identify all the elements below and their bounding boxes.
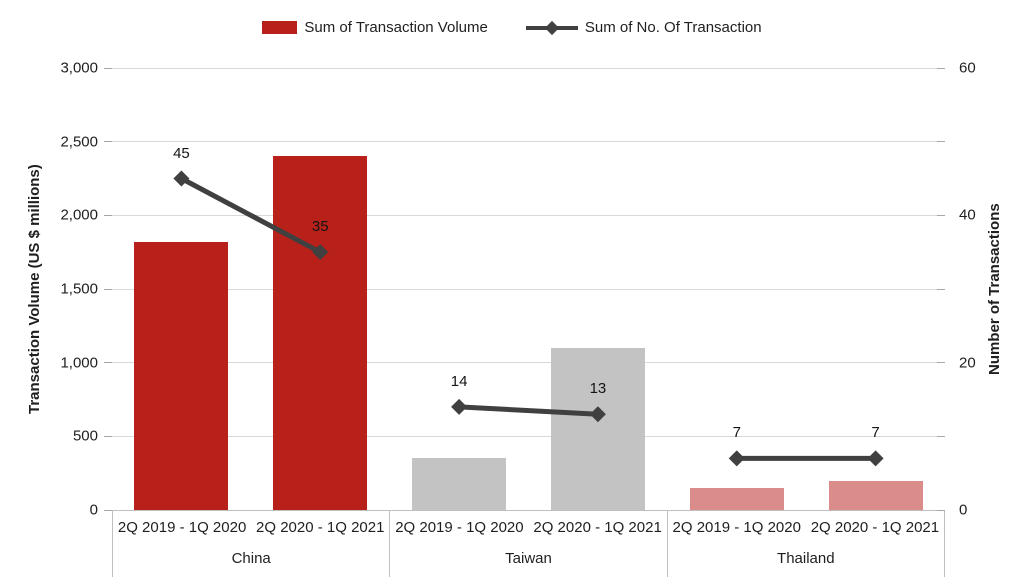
- period-label: 2Q 2020 - 1Q 2021: [810, 519, 940, 536]
- right-axis-tick-label: 0: [959, 501, 968, 519]
- gridline: [112, 214, 945, 216]
- x-axis-group: 2Q 2019 - 1Q 2020 2Q 2020 - 1Q 2021 Thaila…: [666, 511, 945, 577]
- diamond-marker-icon: [544, 20, 559, 35]
- x-axis: 2Q 2019 - 1Q 2020 2Q 2020 - 1Q 2021 China 2…: [112, 510, 945, 577]
- gridline: [112, 435, 945, 437]
- left-axis-tick-mark: [104, 509, 112, 511]
- left-axis-tick-label: 2,000: [60, 206, 98, 224]
- diamond-marker-icon: [867, 450, 884, 467]
- bar-series-label: Sum of Transaction Volume: [304, 19, 488, 36]
- period-row: 2Q 2019 - 1Q 2020 2Q 2020 - 1Q 2021: [390, 511, 666, 545]
- bar: [412, 457, 507, 510]
- left-axis-tick-label: 500: [72, 427, 98, 445]
- diamond-marker-icon: [173, 170, 190, 187]
- right-axis-tick-mark: [937, 288, 945, 290]
- period-label: 2Q 2020 - 1Q 2021: [256, 519, 385, 536]
- gridline: [112, 141, 945, 143]
- left-axis-tick-label: 3,000: [60, 59, 98, 77]
- data-label: 14: [450, 372, 468, 390]
- diamond-marker-icon: [312, 244, 329, 261]
- legend-item-no-of-transaction: Sum of No. Of Transaction: [525, 19, 762, 36]
- country-label: Taiwan: [505, 550, 552, 568]
- period-label: 2Q 2019 - 1Q 2020: [395, 519, 524, 536]
- gridline: [112, 288, 945, 290]
- right-axis-title: Number of Transactions: [986, 203, 1003, 375]
- period-label: 2Q 2019 - 1Q 2020: [117, 519, 247, 536]
- left-axis-tick-mark: [104, 435, 112, 437]
- period-label: 2Q 2020 - 1Q 2021: [533, 519, 662, 536]
- gridline: [112, 67, 945, 69]
- left-axis-tick-mark: [104, 288, 112, 290]
- right-axis-tick-mark: [937, 435, 945, 437]
- country-label: China: [231, 550, 271, 568]
- period-row: 2Q 2019 - 1Q 2020 2Q 2020 - 1Q 2021: [668, 511, 944, 545]
- bar: [689, 487, 784, 510]
- data-label: 35: [311, 218, 329, 236]
- right-axis-tick-label: 20: [959, 354, 976, 372]
- bar: [828, 480, 923, 510]
- data-label: 45: [173, 144, 190, 162]
- right-axis-tick-mark: [937, 214, 945, 216]
- diamond-marker-icon: [589, 406, 606, 423]
- x-axis-group: 2Q 2019 - 1Q 2020 2Q 2020 - 1Q 2021 Taiwan: [389, 511, 666, 577]
- legend: Sum of Transaction Volume Sum of No. Of …: [0, 19, 1024, 36]
- left-axis-tick-label: 0: [89, 501, 98, 519]
- line-series: [173, 170, 884, 467]
- bar: [134, 241, 229, 510]
- plot-area: 45 35 14 13 7 7: [112, 67, 945, 510]
- gridline: [112, 362, 945, 364]
- right-axis-tick-label: 40: [959, 206, 976, 224]
- data-label: 7: [732, 424, 741, 442]
- country-label: Thailand: [777, 550, 835, 568]
- right-axis-tick-mark: [937, 509, 945, 511]
- data-label: 13: [589, 380, 607, 398]
- period-row: 2Q 2019 - 1Q 2020 2Q 2020 - 1Q 2021: [113, 511, 389, 545]
- left-axis-tick-mark: [104, 67, 112, 69]
- x-axis-group: 2Q 2019 - 1Q 2020 2Q 2020 - 1Q 2021 China: [112, 511, 389, 577]
- bar-series-swatch-icon: [262, 21, 298, 34]
- bar: [550, 347, 645, 510]
- left-axis-tick-label: 2,500: [60, 133, 98, 151]
- legend-item-transaction-volume: Sum of Transaction Volume: [262, 19, 488, 36]
- line-series-swatch-icon: [525, 20, 578, 35]
- left-axis-tick-mark: [104, 362, 112, 364]
- line-segment: [458, 404, 599, 417]
- data-label: 7: [871, 424, 880, 442]
- left-axis-tick-label: 1,500: [60, 280, 98, 298]
- line-series-label: Sum of No. Of Transaction: [584, 19, 762, 36]
- right-axis-tick-mark: [937, 362, 945, 364]
- left-axis-tick-mark: [104, 141, 112, 143]
- left-axis-tick-mark: [104, 214, 112, 216]
- bar: [273, 156, 368, 510]
- right-axis-tick-label: 60: [959, 59, 976, 77]
- diamond-marker-icon: [451, 398, 468, 415]
- right-axis-tick-mark: [937, 67, 945, 69]
- right-axis-tick-mark: [937, 141, 945, 143]
- period-label: 2Q 2019 - 1Q 2020: [672, 519, 801, 536]
- diamond-marker-icon: [728, 450, 745, 467]
- left-axis-tick-label: 1,000: [60, 354, 98, 372]
- line-segment: [180, 176, 322, 255]
